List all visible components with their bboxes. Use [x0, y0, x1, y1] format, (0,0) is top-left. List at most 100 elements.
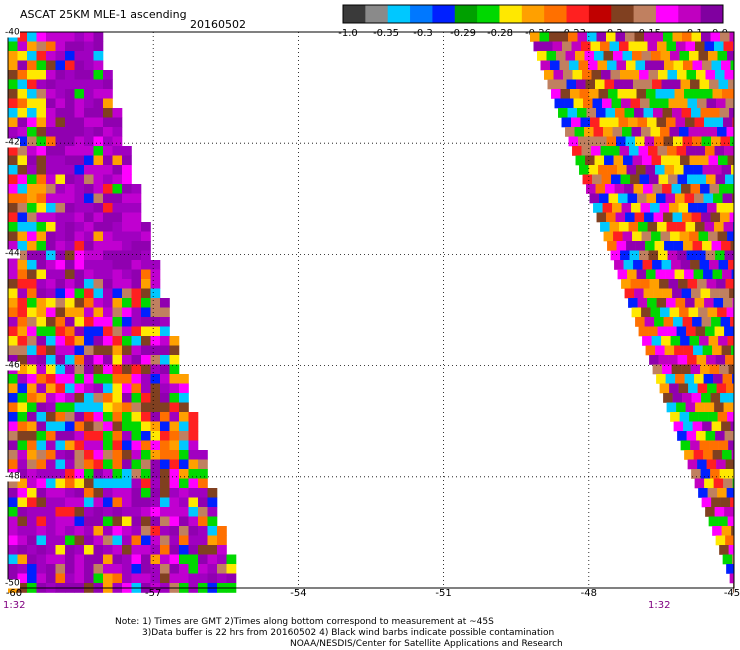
swath-cell	[17, 288, 28, 299]
swath-cell	[74, 412, 85, 422]
swath-cell	[699, 155, 709, 166]
swath-cell	[122, 203, 132, 213]
swath-cell	[666, 41, 677, 52]
swath-cell	[629, 146, 639, 156]
swath-cell	[721, 241, 731, 251]
swath-cell	[701, 32, 711, 42]
swath-cell	[122, 412, 132, 422]
swath-cell	[103, 269, 113, 280]
swath-cell	[65, 355, 75, 365]
swath-cell	[55, 79, 66, 90]
swath-cell	[36, 317, 47, 327]
swath-cell	[730, 136, 734, 147]
swath-cell	[689, 336, 700, 346]
swath-cell	[715, 70, 725, 80]
swath-cell	[17, 136, 28, 147]
swath-cell	[540, 60, 551, 71]
swath-cell	[131, 279, 142, 289]
swath-cell	[633, 184, 644, 194]
swath-cell	[663, 136, 674, 147]
swath-cell	[27, 155, 37, 166]
swath-cell	[150, 554, 161, 565]
swath-cell	[619, 146, 630, 156]
swath-cell	[169, 364, 180, 375]
swath-cell	[732, 298, 734, 308]
map-frame	[7, 31, 735, 589]
swath-cell	[553, 70, 564, 80]
swath-cell	[17, 89, 28, 99]
swath-cell	[27, 393, 37, 403]
swath-cell	[93, 108, 104, 118]
swath-cell	[150, 507, 161, 517]
swath-cell	[207, 507, 218, 517]
swath-cell	[625, 212, 635, 223]
swath-cell	[55, 203, 66, 213]
swath-cell	[712, 526, 722, 536]
swath-cell	[697, 203, 708, 213]
swath-cell	[708, 155, 719, 166]
swath-cell	[74, 488, 85, 498]
color-scale-segment	[611, 5, 635, 23]
swath-cell	[621, 279, 631, 289]
swath-cell	[84, 469, 94, 479]
swath-cell	[17, 374, 28, 384]
swath-cell	[55, 554, 66, 565]
swath-cell	[188, 412, 199, 422]
swath-cell	[599, 117, 610, 128]
swath-cell	[694, 478, 705, 489]
swath-cell	[17, 108, 28, 118]
swath-cell	[8, 355, 18, 365]
swath-cell	[84, 554, 94, 565]
swath-cell	[650, 127, 661, 137]
swath-cell	[131, 336, 142, 346]
swath-cell	[646, 193, 657, 204]
swath-cell	[65, 402, 75, 413]
swath-cell	[46, 108, 56, 118]
swath-cell	[188, 431, 199, 441]
swath-cell	[103, 146, 113, 156]
swath-cell	[84, 307, 94, 318]
swath-cell	[46, 279, 56, 289]
swath-cell	[131, 412, 142, 422]
swath-cell	[665, 89, 675, 99]
swath-cell	[46, 184, 56, 194]
swath-cell	[150, 535, 161, 546]
color-scale-segment	[566, 5, 590, 23]
swath-cell	[74, 212, 85, 223]
swath-cell	[549, 32, 559, 42]
swath-cell	[84, 478, 94, 489]
swath-cell	[93, 393, 104, 403]
swath-cell	[677, 355, 688, 365]
swath-cell	[728, 79, 734, 90]
swath-cell	[46, 364, 56, 375]
swath-cell	[718, 516, 728, 527]
swath-cell	[27, 573, 37, 584]
swath-cell	[112, 526, 123, 536]
swath-cell	[65, 573, 75, 584]
swath-cell	[670, 51, 680, 61]
swath-cell	[17, 564, 28, 574]
swath-cell	[703, 193, 714, 204]
swath-cell	[686, 326, 696, 337]
swath-cell	[160, 336, 170, 346]
swath-cell	[712, 269, 723, 280]
swath-cell	[718, 155, 728, 166]
swath-cell	[8, 51, 18, 61]
swath-cell	[36, 241, 47, 251]
swath-cell	[717, 51, 728, 61]
swath-cell	[8, 554, 18, 565]
swath-cell	[602, 98, 612, 109]
swath-cell	[74, 478, 85, 489]
color-scale-segment	[700, 5, 724, 23]
swath-cell	[103, 374, 113, 384]
swath-cell	[84, 241, 94, 251]
swath-cell	[112, 507, 123, 517]
swath-cell	[672, 212, 683, 223]
swath-cell	[17, 421, 28, 432]
swath-cell	[27, 269, 37, 280]
swath-cell	[169, 383, 180, 394]
swath-cell	[610, 70, 621, 80]
swath-cell	[546, 51, 557, 61]
swath-cell	[46, 345, 56, 356]
swath-cell	[55, 402, 66, 413]
